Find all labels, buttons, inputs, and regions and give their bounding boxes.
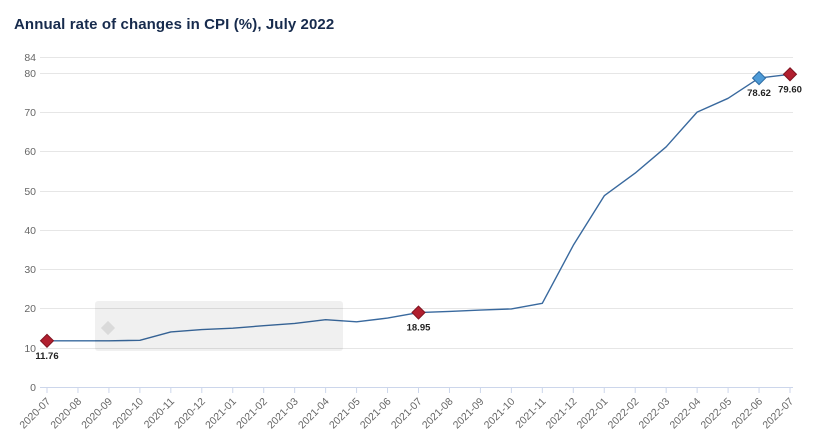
x-tick-label: 2020-12: [172, 396, 208, 432]
x-tick-label: 2021-08: [420, 396, 456, 432]
x-tick-label: 2021-02: [234, 396, 270, 432]
data-label: 78.62: [747, 88, 771, 99]
cpi-series-line: [46, 73, 791, 342]
data-point-2020-07[interactable]: 11.76: [35, 333, 59, 362]
x-tick-label: 2022-03: [637, 396, 673, 432]
x-tick-label: 2022-04: [668, 396, 704, 432]
x-tick-label: 2021-12: [544, 396, 580, 432]
diamond-marker-icon: [411, 305, 426, 320]
x-tick-label: 2022-07: [760, 396, 796, 432]
highlight-markers: 11.76 18.95 78.62 79.60: [35, 67, 802, 362]
data-label: 11.76: [35, 351, 58, 362]
y-axis-labels: 0 10 20 30 40 50 60 70 80 84: [24, 52, 36, 394]
x-axis-ticks: [46, 388, 791, 393]
x-tick-label: 2020-11: [142, 396, 177, 431]
x-tick-label: 2021-07: [389, 396, 425, 432]
x-tick-label: 2021-05: [327, 396, 363, 432]
x-tick-label: 2020-08: [48, 396, 84, 432]
data-point-2021-07[interactable]: 18.95: [407, 305, 431, 334]
data-label: 79.60: [778, 84, 802, 95]
chart-title: Annual rate of changes in CPI (%), July …: [14, 16, 335, 33]
x-tick-label: 2021-01: [203, 396, 239, 432]
x-tick-label: 2020-10: [110, 396, 146, 432]
x-tick-label: 2022-01: [575, 396, 611, 432]
x-tick-label: 2021-10: [482, 396, 518, 432]
y-tick-label: 0: [30, 382, 36, 394]
y-tick-label: 10: [24, 343, 36, 355]
x-tick-label: 2020-07: [17, 396, 53, 432]
x-axis-labels: 2020-072020-082020-092020-102020-112020-…: [17, 396, 796, 432]
diamond-marker-icon: [751, 70, 767, 86]
diamond-marker-icon: [782, 67, 798, 82]
y-tick-label: 20: [24, 303, 36, 315]
gridlines: [40, 57, 793, 349]
y-tick-label: 80: [24, 68, 36, 80]
x-tick-label: 2021-04: [296, 396, 332, 432]
x-tick-label: 2022-02: [606, 396, 642, 432]
x-tick-label: 2021-06: [358, 396, 394, 432]
y-tick-label: 40: [24, 225, 36, 237]
data-point-2022-07[interactable]: 79.60: [778, 67, 802, 96]
x-tick-label: 2022-05: [698, 396, 734, 432]
x-tick-label: 2021-09: [451, 396, 487, 432]
x-tick-label: 2021-03: [265, 396, 301, 432]
data-label: 18.95: [407, 323, 431, 334]
y-tick-label: 84: [24, 52, 36, 64]
y-tick-label: 30: [24, 264, 36, 276]
y-tick-label: 50: [24, 186, 36, 198]
y-tick-label: 70: [24, 107, 36, 119]
x-tick-label: 2022-06: [729, 396, 765, 432]
x-tick-label: 2020-09: [79, 396, 115, 432]
x-tick-label: 2021-11: [513, 396, 548, 431]
y-tick-label: 60: [24, 146, 36, 158]
diamond-marker-icon: [39, 333, 55, 349]
data-point-2022-06[interactable]: 78.62: [747, 70, 771, 100]
